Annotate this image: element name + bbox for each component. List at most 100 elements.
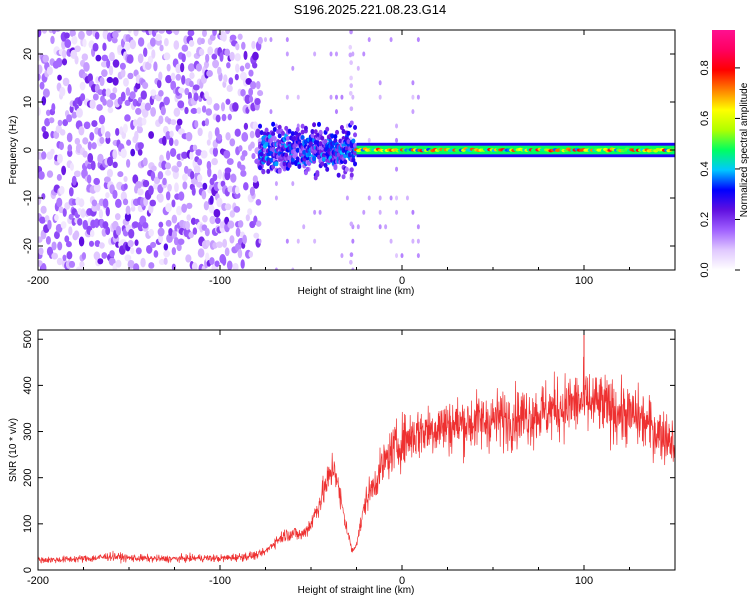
- heatmap-cell: [353, 161, 358, 167]
- heatmap-cell: [159, 44, 164, 52]
- heatmap-cell: [224, 30, 231, 35]
- heatmap-cell: [240, 169, 247, 177]
- heatmap-cell: [211, 53, 218, 60]
- heatmap-cell: [163, 52, 171, 61]
- heatmap-cell: [258, 123, 263, 129]
- heatmap-cell: [194, 120, 199, 129]
- heatmap-cell: [136, 117, 144, 127]
- heatmap-cell: [277, 168, 282, 174]
- heatmap-cell: [237, 33, 243, 40]
- heatmap-cell: [112, 30, 119, 39]
- heatmap-cell: [124, 212, 132, 222]
- heatmap-cell: [345, 123, 349, 129]
- heatmap-cell: [416, 94, 420, 100]
- heatmap-cell: [87, 73, 93, 83]
- heatmap-cell: [188, 231, 195, 239]
- heatmap-cell: [216, 241, 224, 248]
- heatmap-cell: [158, 89, 164, 97]
- heatmap-cell: [90, 160, 96, 171]
- heatmap-cell: [82, 137, 89, 145]
- spectrogram-xlabel: Height of straight line (km): [298, 286, 415, 297]
- heatmap-cell: [150, 107, 157, 117]
- heatmap-cell: [57, 119, 63, 127]
- heatmap-cell: [136, 126, 144, 134]
- heatmap-cell: [144, 102, 152, 111]
- heatmap-cell: [348, 44, 353, 50]
- heatmap-cell: [351, 238, 355, 244]
- heatmap-cell: [257, 36, 263, 45]
- heatmap-cell: [38, 64, 43, 75]
- heatmap-cell: [416, 253, 420, 259]
- heatmap-cell: [157, 171, 164, 180]
- heatmap-cell: [171, 199, 176, 208]
- heatmap-cell: [75, 107, 83, 118]
- heatmap-cell: [266, 168, 271, 174]
- heatmap-cell: [250, 81, 257, 90]
- heatmap-cell: [201, 105, 207, 113]
- heatmap-cell: [318, 141, 323, 147]
- heatmap-cell: [167, 118, 172, 125]
- heatmap-cell: [160, 106, 166, 116]
- heatmap-cell: [133, 30, 139, 37]
- heatmap-cell: [165, 30, 173, 35]
- heatmap-cell: [78, 198, 85, 208]
- heatmap-cell: [101, 252, 108, 259]
- heatmap-cell: [234, 186, 240, 195]
- heatmap-cell: [300, 134, 305, 140]
- heatmap-cell: [228, 77, 234, 85]
- heatmap-cell: [45, 235, 51, 245]
- heatmap-cell: [351, 138, 356, 144]
- heatmap-cell: [411, 109, 415, 115]
- heatmap-cell: [186, 50, 192, 58]
- heatmap-cell: [252, 51, 259, 61]
- heatmap-cell: [137, 53, 144, 64]
- heatmap-cell: [378, 209, 382, 215]
- heatmap-cell: [274, 267, 278, 270]
- heatmap-cell: [224, 48, 231, 57]
- heatmap-cell: [255, 80, 261, 90]
- heatmap-cell: [53, 231, 60, 240]
- heatmap-cell: [82, 219, 89, 230]
- heatmap-cell: [89, 131, 95, 141]
- heatmap-cell: [405, 195, 409, 201]
- heatmap-cell: [362, 51, 366, 57]
- heatmap-cell: [285, 135, 290, 141]
- heatmap-cell: [291, 267, 295, 270]
- heatmap-cell: [187, 63, 195, 72]
- heatmap-cell: [115, 127, 120, 136]
- heatmap-cell: [416, 37, 420, 43]
- heatmap-cell: [303, 125, 308, 131]
- heatmap-cell: [222, 238, 228, 248]
- heatmap-cell: [165, 203, 172, 213]
- heatmap-cell: [353, 143, 358, 149]
- heatmap-cell: [106, 99, 114, 108]
- heatmap-cell: [64, 39, 72, 49]
- heatmap-cell: [77, 218, 83, 226]
- heatmap-cell: [165, 131, 171, 140]
- heatmap-cell: [224, 203, 232, 211]
- heatmap-cell: [162, 135, 167, 146]
- heatmap-cell: [313, 51, 317, 57]
- heatmap-cell: [55, 57, 63, 68]
- heatmap-cell: [216, 197, 223, 208]
- heatmap-cell: [225, 98, 231, 105]
- heatmap-cell: [112, 189, 118, 200]
- heatmap-cell: [302, 224, 306, 230]
- heatmap-cell: [96, 202, 101, 211]
- heatmap-cell: [252, 175, 258, 183]
- heatmap-cell: [259, 130, 264, 136]
- heatmap-cells: [38, 30, 675, 270]
- heatmap-cell: [229, 138, 236, 147]
- heatmap-cell: [416, 224, 420, 230]
- colorbar-tick-label: 0.6: [699, 111, 711, 126]
- heatmap-cell: [109, 92, 117, 100]
- heatmap-cell: [334, 94, 338, 100]
- heatmap-cell: [78, 236, 85, 247]
- heatmap-cell: [243, 50, 248, 61]
- heatmap-cell: [226, 158, 234, 165]
- heatmap-cell: [312, 156, 317, 162]
- heatmap-cell: [64, 202, 71, 210]
- heatmap-cell: [55, 223, 63, 233]
- heatmap-cell: [234, 128, 241, 137]
- heatmap-cell: [249, 186, 255, 196]
